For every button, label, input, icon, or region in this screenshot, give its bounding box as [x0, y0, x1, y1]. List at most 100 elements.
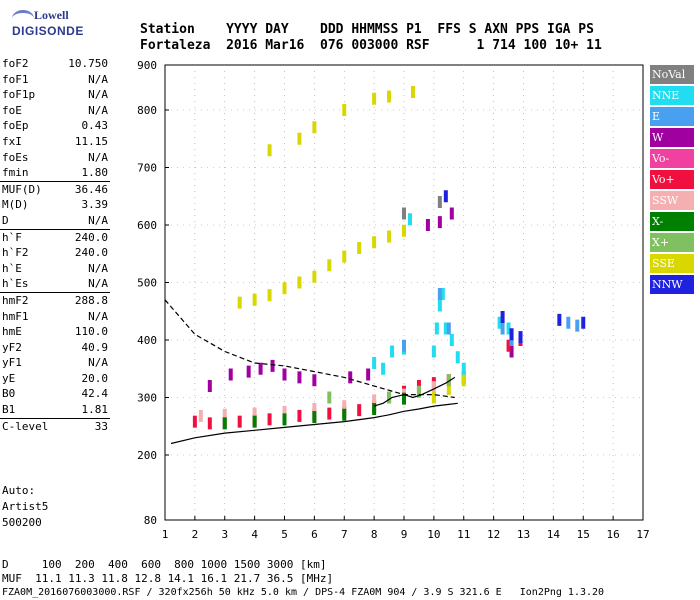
- x-tick-label: 12: [487, 528, 500, 541]
- auto-label: Auto:: [2, 484, 36, 497]
- param-row: M(D) 3.39: [0, 197, 112, 213]
- trace-point-x-: [282, 413, 287, 426]
- param-value: 1.81: [81, 403, 109, 417]
- trace-point-nnw: [557, 313, 562, 326]
- trace-point-e: [402, 339, 406, 352]
- trace-point-ssw: [312, 403, 317, 415]
- param-row: hmE 110.0: [0, 324, 112, 340]
- logo-top-text: Lowell: [34, 8, 69, 22]
- trace-point-e: [500, 322, 505, 335]
- param-row: h`F 240.0: [0, 230, 112, 246]
- polarization-legend: NoVal NNE E W Vo- Vo+ SSW X- X+ SSE NNW: [650, 65, 694, 296]
- y-tick-label: 200: [137, 449, 157, 462]
- footer-distance-row: D 100 200 400 600 800 1000 1500 3000 [km…: [2, 558, 327, 571]
- header-line-1: Station YYYY DAY DDD HHMMSS P1 FFS S AXN…: [140, 22, 594, 37]
- trace-point-sse: [312, 121, 317, 134]
- trace-point-nne: [381, 362, 386, 375]
- param-row: h`Es N/A: [0, 276, 112, 292]
- param-value: N/A: [88, 277, 108, 291]
- x-tick-label: 15: [577, 528, 590, 541]
- param-value: 240.0: [74, 230, 108, 244]
- trace-point-x-: [416, 385, 421, 398]
- y-tick-label: 900: [137, 59, 157, 72]
- trace-point-sse: [282, 282, 287, 295]
- trace-point-vo-: [237, 415, 242, 428]
- trace-point-sse: [342, 250, 347, 263]
- logo-bottom-text: DIGISONDE: [12, 24, 84, 38]
- trace-point-w: [207, 380, 212, 392]
- legend-item: Vo-: [650, 149, 694, 168]
- param-row: D N/A: [0, 213, 112, 229]
- trace-point-nne: [443, 322, 448, 335]
- x-tick-label: 2: [192, 528, 199, 541]
- legend-item: X+: [650, 233, 694, 252]
- trace-point-nnw: [500, 311, 505, 323]
- trace-point-nne: [449, 334, 454, 346]
- trace-point-ssw: [282, 405, 287, 418]
- param-value: 10.750: [68, 57, 108, 70]
- trace-point-x-: [342, 408, 347, 421]
- trace-point-sse: [267, 144, 272, 157]
- param-row: yF2 40.9: [0, 340, 112, 356]
- param-name: yF1: [2, 356, 22, 370]
- param-row: MUF(D) 36.46: [0, 182, 112, 198]
- param-row: foEp 0.43: [0, 118, 112, 134]
- param-row: hmF1 N/A: [0, 309, 112, 325]
- param-row: C-level 33: [0, 419, 112, 435]
- trace-point-nnw: [509, 328, 514, 341]
- trace-point-e: [566, 316, 571, 329]
- trace-point-w: [449, 207, 454, 220]
- trace-point-nne: [455, 351, 460, 364]
- param-row: fxI 11.15: [0, 134, 112, 150]
- y-tick-label: 600: [137, 219, 157, 232]
- trace-point-vo-: [207, 417, 212, 430]
- trace-point-noval: [437, 196, 442, 208]
- param-name: foEs: [2, 150, 29, 164]
- param-value: 11.15: [74, 134, 108, 148]
- trace-point-ssw: [222, 408, 227, 421]
- x-tick-label: 16: [607, 528, 620, 541]
- trace-point-w: [312, 374, 317, 387]
- trace-point-sse: [402, 224, 406, 237]
- param-row: yE 20.0: [0, 371, 112, 387]
- trace-point-sse: [410, 86, 415, 98]
- trace-point-sse: [297, 276, 302, 289]
- param-name: hmF2: [2, 293, 29, 307]
- param-name: hmE: [2, 325, 22, 339]
- param-row: foF2 10.750: [0, 56, 112, 72]
- param-row: foF1 N/A: [0, 72, 112, 88]
- trace-point-w: [348, 371, 353, 384]
- param-name: yE: [2, 371, 16, 385]
- trace-point-sse: [446, 382, 451, 395]
- legend-item: E: [650, 107, 694, 126]
- ionospheric-parameters-panel: foF2 10.750 foF1 N/A foF1p N/A foE N/A foEp 0.43 f…: [0, 56, 112, 434]
- trace-point-sse: [327, 259, 332, 272]
- param-name: h`E: [2, 261, 22, 275]
- param-name: h`F2: [2, 246, 29, 260]
- param-value: 288.8: [74, 293, 108, 307]
- trace-point-w: [297, 371, 302, 384]
- trace-point-sse: [431, 391, 436, 404]
- trace-point-vo-: [327, 407, 332, 420]
- param-name: B1: [2, 403, 16, 417]
- param-name: foF2: [2, 57, 29, 70]
- trace-point-sse: [312, 270, 317, 283]
- param-value: 110.0: [74, 325, 108, 339]
- x-tick-label: 3: [221, 528, 228, 541]
- x-tick-label: 10: [427, 528, 440, 541]
- trace-point-nne: [431, 345, 436, 358]
- param-row: fmin 1.80: [0, 165, 112, 181]
- trace-point-vo-: [297, 409, 302, 422]
- trace-point-w: [282, 368, 287, 381]
- param-row: foEs N/A: [0, 150, 112, 166]
- trace-point-nnw: [518, 331, 523, 344]
- trace-point-sse: [357, 242, 362, 254]
- x-tick-label: 9: [401, 528, 408, 541]
- x-tick-label: 6: [311, 528, 318, 541]
- trace-point-vo-: [192, 415, 197, 428]
- param-name: h`Es: [2, 277, 29, 291]
- x-tick-label: 17: [636, 528, 649, 541]
- trace-point-ssw: [372, 394, 377, 407]
- footer-file-info: FZA0M_2016076003000.RSF / 320fx256h 50 k…: [2, 587, 605, 598]
